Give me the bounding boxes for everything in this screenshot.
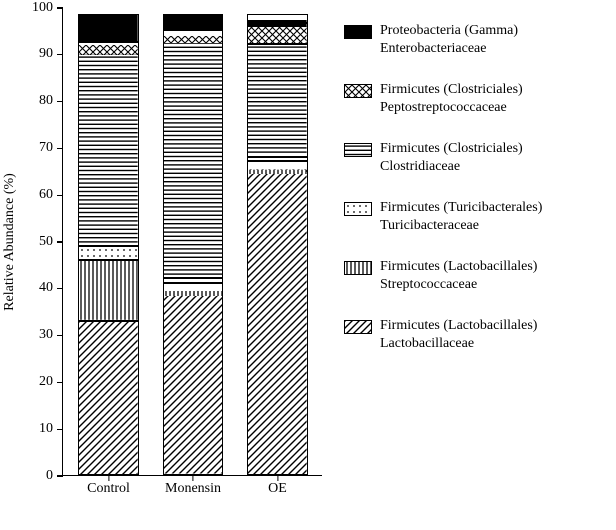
y-tick-label: 30: [39, 327, 53, 343]
bar-segment-enterobacteriaceae: [163, 14, 224, 30]
bar-segment-peptostreptococcaceae: [78, 42, 139, 54]
y-tick-mark: [57, 195, 63, 196]
y-tick-label: 100: [32, 0, 53, 16]
bar-segment-clostridiaceae: [78, 54, 139, 246]
legend-swatch: [344, 143, 372, 157]
legend-label: Firmicutes (Clostriciales)Peptostreptoco…: [380, 81, 542, 116]
legend-item-lactobacillaceae: Firmicutes (Lactobacillales)Lactobacilla…: [344, 317, 542, 352]
y-tick-mark: [57, 288, 63, 289]
bar-segment-lactobacillaceae: [247, 171, 308, 475]
bar-segment-enterobacteriaceae: [247, 14, 308, 23]
plot-area: 0102030405060708090100ControlMonensinOE: [62, 8, 322, 476]
bar-segment-enterobacteriaceae: [78, 14, 139, 42]
legend-item-enterobacteriaceae: Proteobacteria (Gamma)Enterobacteriaceae: [344, 22, 542, 57]
y-tick-label: 10: [39, 421, 53, 437]
bar-segment-peptostreptococcaceae: [163, 30, 224, 39]
legend-label: Firmicutes (Turicibacterales)Turicibacte…: [380, 199, 542, 234]
y-tick-mark: [57, 7, 63, 8]
y-tick-label: 80: [39, 93, 53, 109]
bar-segment-lactobacillaceae: [78, 321, 139, 475]
y-tick-mark: [57, 241, 63, 242]
legend-swatch: [344, 261, 372, 275]
legend-swatch: [344, 202, 372, 216]
y-tick-mark: [57, 148, 63, 149]
y-tick-label: 0: [46, 468, 53, 484]
bar-segment-clostridiaceae: [247, 44, 308, 156]
bar: [163, 7, 224, 475]
y-tick-mark: [57, 101, 63, 102]
bar-segment-lactobacillaceae: [163, 292, 224, 475]
legend-label: Firmicutes (Clostriciales)Clostridiaceae: [380, 140, 542, 175]
x-tick-label: Control: [87, 481, 130, 497]
legend-label: Firmicutes (Lactobacillales)Streptococca…: [380, 258, 542, 293]
legend-item-peptostreptococcaceae: Firmicutes (Clostriciales)Peptostreptoco…: [344, 81, 542, 116]
figure: 0102030405060708090100ControlMonensinOE …: [0, 0, 616, 530]
y-tick-label: 20: [39, 374, 53, 390]
bar-segment-turicibacteraceae: [163, 278, 224, 283]
y-tick-mark: [57, 429, 63, 430]
y-tick-mark: [57, 54, 63, 55]
y-tick-mark: [57, 475, 63, 476]
y-tick-label: 60: [39, 187, 53, 203]
y-tick-label: 40: [39, 280, 53, 296]
legend: Proteobacteria (Gamma)Enterobacteriaceae…: [344, 22, 542, 376]
legend-swatch: [344, 84, 372, 98]
x-tick-label: OE: [268, 481, 287, 497]
legend-item-clostridiaceae: Firmicutes (Clostriciales)Clostridiaceae: [344, 140, 542, 175]
legend-swatch: [344, 320, 372, 334]
bar-segment-streptococcaceae: [78, 260, 139, 321]
legend-label: Proteobacteria (Gamma)Enterobacteriaceae: [380, 22, 542, 57]
legend-swatch: [344, 25, 372, 39]
bar-segment-turicibacteraceae: [78, 246, 139, 260]
legend-item-turicibacteraceae: Firmicutes (Turicibacterales)Turicibacte…: [344, 199, 542, 234]
bar: [247, 7, 308, 475]
legend-label: Firmicutes (Lactobacillales)Lactobacilla…: [380, 317, 542, 352]
x-tick-label: Monensin: [165, 481, 221, 497]
bar: [78, 7, 139, 475]
bar-segment-clostridiaceae: [163, 40, 224, 279]
y-tick-label: 70: [39, 140, 53, 156]
legend-item-streptococcaceae: Firmicutes (Lactobacillales)Streptococca…: [344, 258, 542, 293]
y-axis-label: Relative Abundance (%): [2, 173, 18, 311]
y-tick-mark: [57, 335, 63, 336]
y-tick-label: 50: [39, 234, 53, 250]
y-tick-label: 90: [39, 46, 53, 62]
y-tick-mark: [57, 382, 63, 383]
